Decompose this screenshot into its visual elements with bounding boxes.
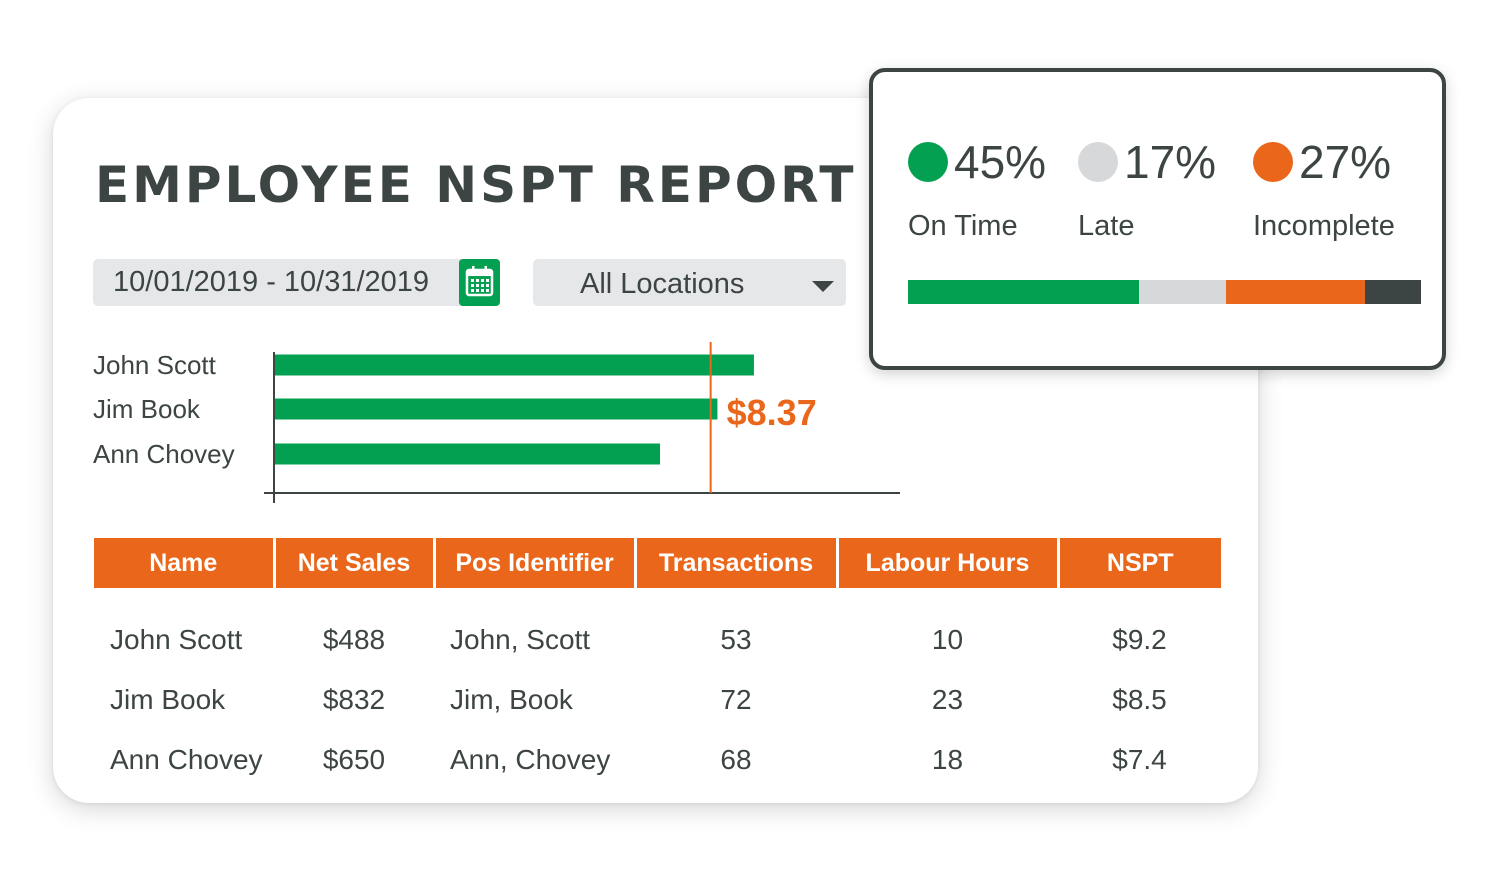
progress-segment-on-time [908,280,1139,304]
cell-transactions: 68 [720,744,752,775]
cell-pos-identifier: John, Scott [450,624,591,655]
cell-labour-hours: 18 [931,744,964,775]
cell-nspt: $8.5 [1112,684,1167,715]
cell-transactions: 72 [720,684,752,715]
cell-name: Ann Chovey [110,744,263,775]
calendar-button[interactable] [459,259,500,306]
column-header-labour-hours[interactable]: Labour Hours [835,538,1058,588]
cell-net-sales: $832 [322,684,386,715]
table-header-row: Name Net Sales Pos Identifier Transactio… [94,538,1221,588]
progress-segment-incomplete [1226,280,1365,304]
late-dot [1078,142,1118,182]
location-select[interactable]: All Locations [533,259,846,306]
cell-labour-hours: 23 [931,684,964,715]
location-select-value: All Locations [580,268,745,300]
status-progress-bar [908,280,1421,304]
cell-pos-identifier: Ann, Chovey [450,744,611,775]
chevron-down-icon [812,281,834,292]
cell-labour-hours: 10 [931,624,964,655]
chart-category-label-jim-book: Jim Book [93,394,201,424]
on-time-label: On Time [908,210,1018,242]
column-header-nspt[interactable]: NSPT [1056,538,1221,588]
late-label: Late [1078,210,1135,242]
cell-name: John Scott [110,624,243,655]
nspt-bar-chart: John Scott Jim Book Ann Chovey $8.37 [93,342,900,503]
chart-average-label: $8.37 [727,392,817,433]
on-time-percent: 45% [954,136,1047,188]
table-row: John Scott $488 John, Scott 53 10 $9.2 [94,588,1221,670]
cell-nspt: $7.4 [1112,744,1167,775]
date-range-value: 10/01/2019 - 10/31/2019 [113,266,430,298]
chart-bar-ann-chovey [274,443,661,465]
table-row: Ann Chovey $650 Ann, Chovey 68 18 $7.4 [94,730,1221,790]
chart-bar-jim-book [274,398,718,420]
page-title: EMPLOYEE NSPT REPORT [95,156,857,214]
cell-nspt: $9.2 [1112,624,1167,655]
date-range-picker[interactable]: 10/01/2019 - 10/31/2019 [93,259,500,306]
column-header-transactions[interactable]: Transactions [633,538,837,588]
nspt-table: Name Net Sales Pos Identifier Transactio… [94,538,1221,790]
on-time-dot [908,142,948,182]
cell-net-sales: $488 [322,624,386,655]
incomplete-dot [1253,142,1293,182]
chart-category-label-ann-chovey: Ann Chovey [93,439,235,469]
incomplete-percent: 27% [1299,136,1392,188]
cell-name: Jim Book [110,684,226,715]
progress-segment-late [1138,280,1227,304]
cell-pos-identifier: Jim, Book [450,684,573,715]
status-summary-card: 45% On Time 17% Late 27% Incomplete [869,68,1446,370]
column-header-pos-identifier[interactable]: Pos Identifier [432,538,635,588]
table-row: Jim Book $832 Jim, Book 72 23 $8.5 [94,670,1221,730]
column-header-name[interactable]: Name [94,538,274,588]
calendar-icon [465,266,494,297]
chart-bar-john-scott [274,354,754,376]
cell-transactions: 53 [720,624,752,655]
incomplete-label: Incomplete [1253,210,1395,242]
column-header-net-sales[interactable]: Net Sales [272,538,434,588]
late-percent: 17% [1124,136,1217,188]
cell-net-sales: $650 [322,744,386,775]
chart-category-label-john-scott: John Scott [93,350,217,380]
